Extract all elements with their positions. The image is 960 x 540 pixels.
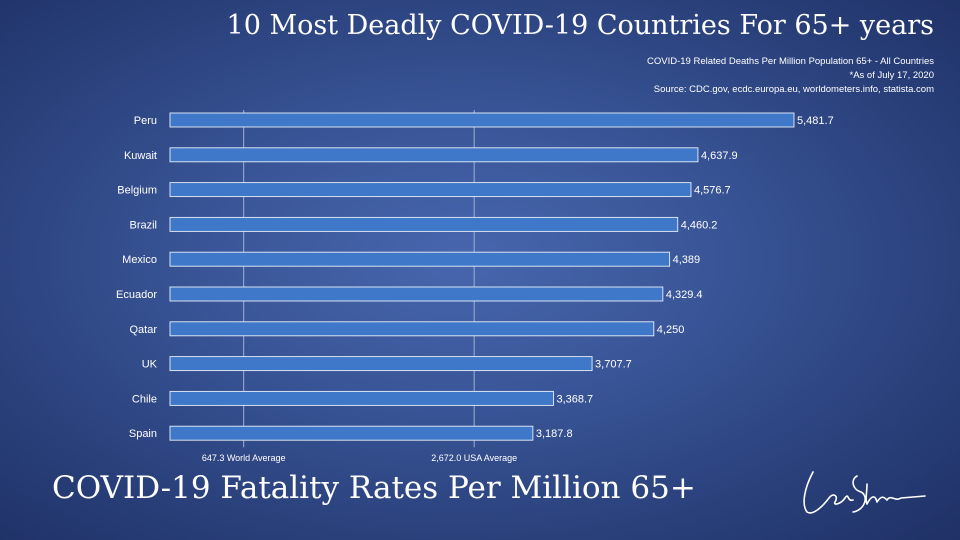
value-label: 4,389 [673, 254, 701, 266]
category-label: Qatar [129, 324, 157, 336]
category-label: Peru [134, 115, 157, 127]
bar [169, 182, 692, 198]
category-label: Spain [129, 428, 157, 440]
bar [169, 216, 679, 232]
footer-title: COVID-19 Fatality Rates Per Million 65+ [52, 470, 696, 506]
chart-title: 10 Most Deadly COVID-19 Countries For 65… [226, 10, 934, 41]
value-label: 3,187.8 [536, 428, 573, 440]
chart-subtitle: COVID-19 Related Deaths Per Million Popu… [647, 56, 934, 67]
value-label: 3,707.7 [595, 359, 632, 371]
value-label: 4,637.9 [701, 150, 738, 162]
category-label: Belgium [117, 185, 157, 197]
value-label: 5,481.7 [797, 115, 834, 127]
reference-line-label: 2,672.0 USA Average [431, 453, 517, 463]
bar [169, 321, 655, 337]
category-label: UK [142, 359, 158, 371]
bar [169, 286, 664, 302]
value-label: 4,329.4 [666, 289, 703, 301]
value-label: 4,460.2 [681, 219, 718, 231]
value-label: 3,368.7 [556, 393, 593, 405]
bar [169, 147, 699, 163]
chart-note: *As of July 17, 2020 [849, 70, 935, 81]
bar [169, 356, 593, 372]
category-label: Ecuador [116, 289, 157, 301]
signature-logo [803, 471, 926, 514]
reference-line-label: 647.3 World Average [202, 453, 286, 463]
value-label: 4,250 [657, 324, 685, 336]
category-label: Kuwait [124, 150, 157, 162]
chart-subtitles: COVID-19 Related Deaths Per Million Popu… [647, 55, 934, 97]
bar [169, 112, 795, 128]
bar [169, 425, 534, 441]
bar [169, 251, 671, 267]
chart-source: Source: CDC.gov, ecdc.europa.eu, worldom… [653, 84, 934, 95]
category-label: Mexico [122, 254, 157, 266]
bar [169, 390, 554, 406]
category-label: Brazil [129, 219, 157, 231]
value-label: 4,576.7 [694, 185, 731, 197]
category-label: Chile [132, 393, 157, 405]
